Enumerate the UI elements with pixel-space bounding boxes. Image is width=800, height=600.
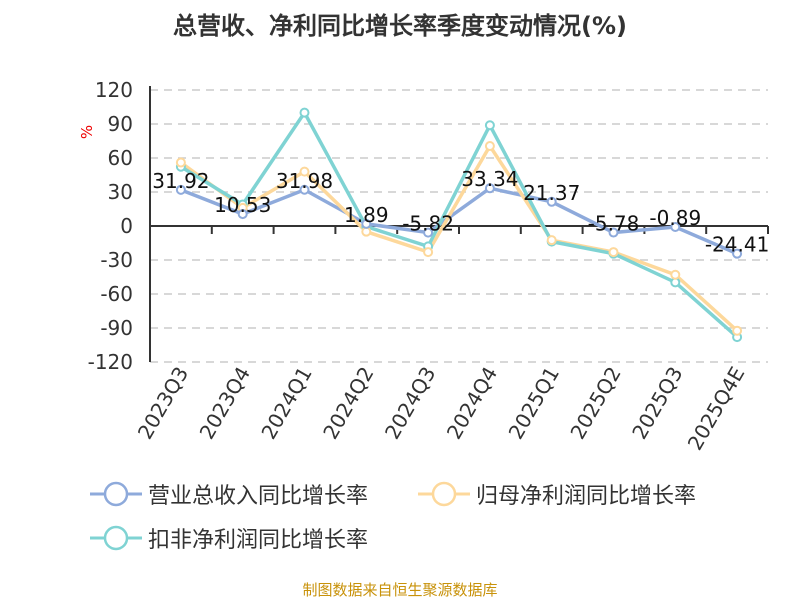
data-point xyxy=(423,227,434,238)
data-label: -0.89 xyxy=(649,206,701,230)
y-tick-label: 30 xyxy=(108,180,133,204)
x-tick-label: 2023Q4 xyxy=(195,363,255,444)
x-tick-label: 2024Q1 xyxy=(256,363,316,444)
data-point xyxy=(484,120,495,131)
data-label: 21.37 xyxy=(523,181,580,205)
x-tick-label: 2025Q2 xyxy=(565,363,625,444)
chart-title: 总营收、净利同比增长率季度变动情况(%) xyxy=(173,12,627,40)
legend-label: 扣非净利润同比增长率 xyxy=(148,528,369,553)
data-label: 10.53 xyxy=(214,193,271,217)
data-label: 31.92 xyxy=(152,169,209,193)
data-point xyxy=(732,248,743,259)
legend-label: 归母净利润同比增长率 xyxy=(476,484,697,509)
data-label: -5.78 xyxy=(588,212,640,236)
data-point xyxy=(670,222,681,233)
y-tick-label: 90 xyxy=(108,112,133,136)
data-label: 31.98 xyxy=(276,169,333,193)
data-label: -5.82 xyxy=(402,212,454,236)
data-point xyxy=(423,247,434,258)
data-label: 33.34 xyxy=(461,167,518,191)
y-tick-label: -60 xyxy=(100,282,133,306)
legend-item[interactable]: 归母净利润同比增长率 xyxy=(418,478,696,510)
x-tick-label: 2024Q3 xyxy=(380,362,440,443)
data-point xyxy=(484,183,495,194)
y-tick-label: -90 xyxy=(100,316,133,340)
series-line xyxy=(180,186,738,256)
legend-marker-icon xyxy=(90,481,142,507)
data-point xyxy=(361,226,372,237)
data-point xyxy=(299,166,310,177)
legend-marker-icon xyxy=(90,525,142,551)
data-point xyxy=(361,218,372,229)
legend-label: 营业总收入同比增长率 xyxy=(148,484,369,509)
y-tick-label: 120 xyxy=(95,78,133,102)
legend-marker-icon xyxy=(418,481,470,507)
data-point xyxy=(175,157,186,168)
data-point xyxy=(484,140,495,151)
series-line xyxy=(179,109,739,339)
data-point xyxy=(175,184,186,195)
data-point xyxy=(670,269,681,280)
x-tick-label: 2025Q1 xyxy=(504,363,564,444)
y-tick-label: -30 xyxy=(100,248,133,272)
x-tick-label: 2023Q3 xyxy=(133,363,193,444)
data-point xyxy=(299,107,310,118)
data-point xyxy=(608,227,619,238)
legend-item[interactable]: 营业总收入同比增长率 xyxy=(90,478,368,510)
legend-item[interactable]: 扣非净利润同比增长率 xyxy=(90,522,368,554)
y-tick-label: 60 xyxy=(108,146,133,170)
data-point xyxy=(608,247,619,258)
data-point xyxy=(546,235,557,246)
x-tick-label: 2025Q3 xyxy=(627,363,687,444)
data-label: -24.41 xyxy=(705,233,769,257)
y-axis-label: % xyxy=(78,125,96,139)
x-tick-label: 2024Q2 xyxy=(318,363,378,444)
data-point xyxy=(732,325,743,336)
data-point xyxy=(546,196,557,207)
data-point xyxy=(299,184,310,195)
y-tick-label: -120 xyxy=(88,350,133,374)
source-note: 制图数据来自恒生聚源数据库 xyxy=(302,581,498,599)
x-tick-label: 2024Q4 xyxy=(442,363,502,444)
y-tick-label: 0 xyxy=(120,214,133,238)
x-tick-label: 2025Q4E xyxy=(683,363,750,455)
data-label: 1.89 xyxy=(344,203,389,227)
data-point xyxy=(237,209,248,220)
series-line xyxy=(179,142,739,333)
